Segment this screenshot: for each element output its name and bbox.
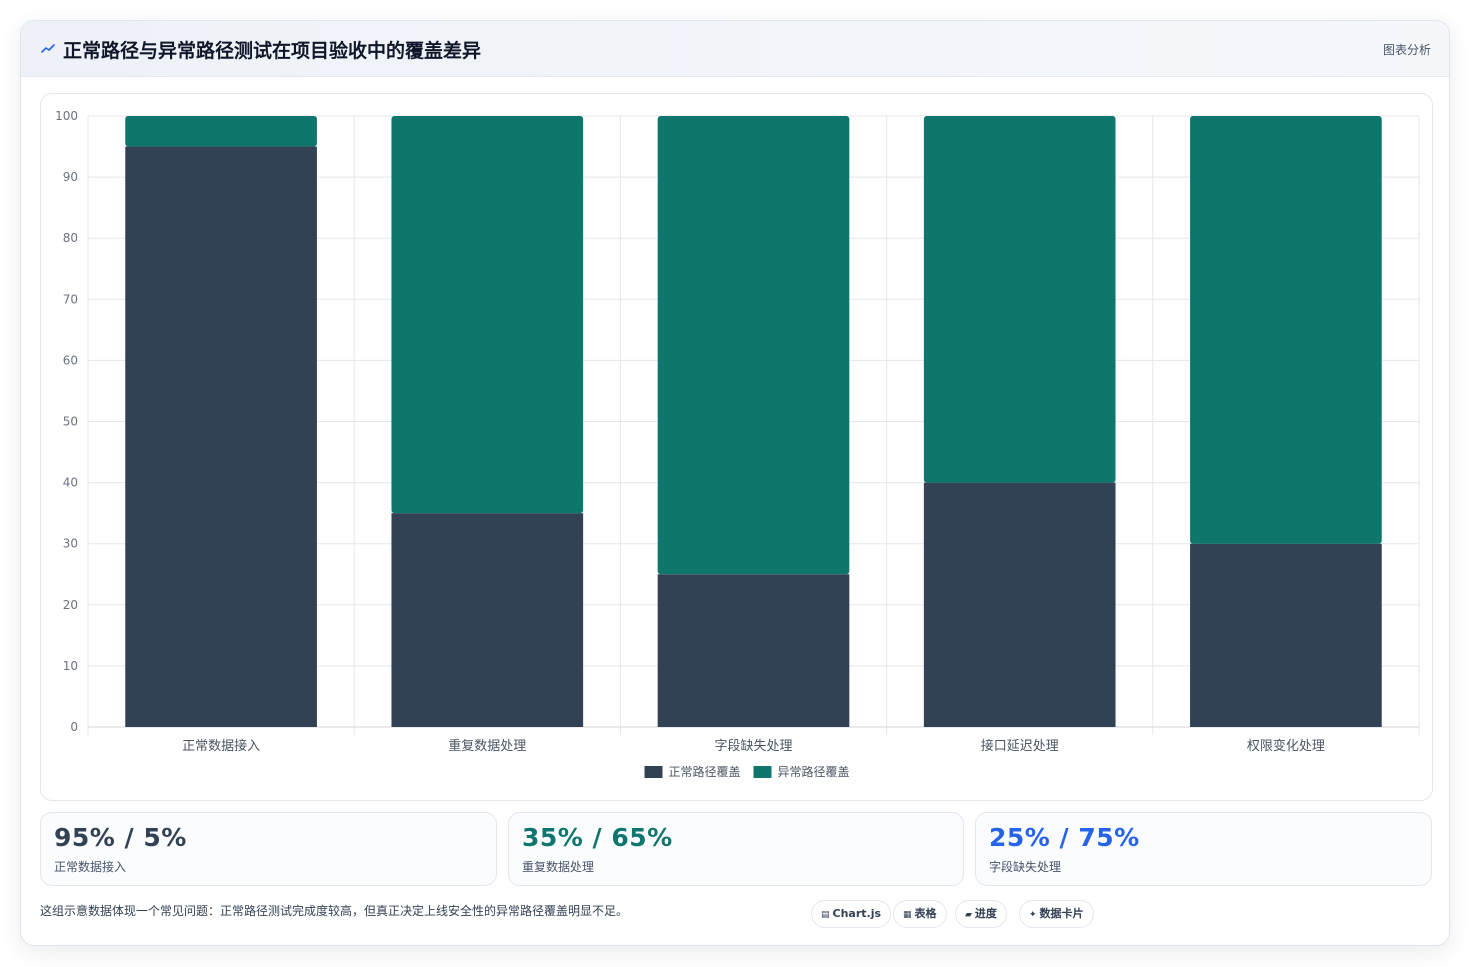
bar-abnormal-path — [125, 116, 317, 147]
x-tick-label: 权限变化处理 — [1247, 738, 1325, 754]
y-tick-label: 60 — [63, 353, 78, 367]
bar-normal-path — [391, 513, 584, 727]
card-header: 正常路径与异常路径测试在项目验收中的覆盖差异 图表分析 — [21, 21, 1449, 77]
bar-abnormal-path — [391, 116, 584, 514]
chip-progress[interactable]: ▰ 进度 — [955, 900, 1007, 928]
page-title: 正常路径与异常路径测试在项目验收中的覆盖差异 — [63, 40, 482, 62]
y-tick-label: 40 — [63, 476, 78, 490]
y-tick-label: 90 — [63, 170, 78, 184]
card-icon: ✦ — [1029, 910, 1037, 920]
y-tick-label: 100 — [55, 109, 78, 123]
chip-label: Chart.js — [832, 907, 882, 920]
chart-card: 正常路径与异常路径测试在项目验收中的覆盖差异 图表分析 0 10 20 30 40 50 6… — [20, 20, 1450, 946]
chip-data-card[interactable]: ✦ 数据卡片 — [1019, 900, 1094, 928]
stacked-bar-chart: 0 10 20 30 40 50 60 70 80 90 100 正常数据接入 重复数据处理 字段缺失处理… — [55, 109, 1420, 779]
stat-label: 重复数据处理 — [522, 860, 595, 874]
y-tick-label: 30 — [63, 537, 78, 551]
legend-label: 异常路径覆盖 — [778, 764, 850, 779]
bar-normal-path — [125, 146, 317, 728]
stat-card-3: 25% / 75% 字段缺失处理 — [975, 812, 1432, 886]
stat-label: 正常数据接入 — [54, 860, 127, 874]
chart-icon: ▤ — [821, 910, 830, 920]
bar-normal-path — [1190, 543, 1382, 727]
stat-value: 25% / 75% — [989, 823, 1140, 852]
stat-value: 95% / 5% — [54, 823, 187, 852]
bar-abnormal-path — [1190, 116, 1382, 544]
table-icon: ▦ — [903, 910, 912, 920]
x-tick-label: 正常数据接入 — [182, 738, 260, 754]
summary-note: 这组示意数据体现一个常见问题：正常路径测试完成度较高，但真正决定上线安全性的异常… — [40, 904, 629, 918]
chip-label: 数据卡片 — [1039, 907, 1084, 920]
y-tick-label: 70 — [63, 292, 78, 306]
bar-abnormal-path — [657, 116, 850, 575]
bar-normal-path — [657, 574, 850, 727]
y-tick-label: 10 — [63, 659, 78, 673]
chip-chartjs[interactable]: ▤ Chart.js — [811, 900, 892, 928]
legend-label: 正常路径覆盖 — [669, 764, 741, 779]
bar-normal-path — [923, 482, 1116, 727]
chart-panel: 0 10 20 30 40 50 60 70 80 90 100 正常数据接入 重复数据处理 字段缺失处理… — [40, 93, 1433, 801]
trend-icon — [41, 44, 55, 53]
progress-icon: ▰ — [965, 910, 972, 920]
y-tick-label: 50 — [63, 415, 78, 429]
x-tick-label: 接口延迟处理 — [981, 738, 1059, 754]
y-tick-label: 80 — [63, 231, 78, 245]
chart-analysis-tag: 图表分析 — [1382, 43, 1431, 57]
stat-label: 字段缺失处理 — [989, 860, 1062, 874]
chip-table[interactable]: ▦ 表格 — [893, 900, 947, 928]
stat-value: 35% / 65% — [522, 823, 673, 852]
legend-swatch — [753, 766, 772, 778]
chip-label: 表格 — [914, 907, 937, 920]
x-tick-label: 重复数据处理 — [448, 738, 526, 754]
bar-abnormal-path — [923, 116, 1116, 483]
stat-card-2: 35% / 65% 重复数据处理 — [508, 812, 964, 886]
x-tick-label: 字段缺失处理 — [714, 739, 792, 754]
chip-label: 进度 — [974, 907, 997, 920]
legend-swatch — [644, 766, 663, 778]
y-tick-label: 0 — [70, 720, 78, 734]
y-tick-label: 20 — [63, 598, 78, 612]
stat-card-1: 95% / 5% 正常数据接入 — [40, 812, 497, 886]
